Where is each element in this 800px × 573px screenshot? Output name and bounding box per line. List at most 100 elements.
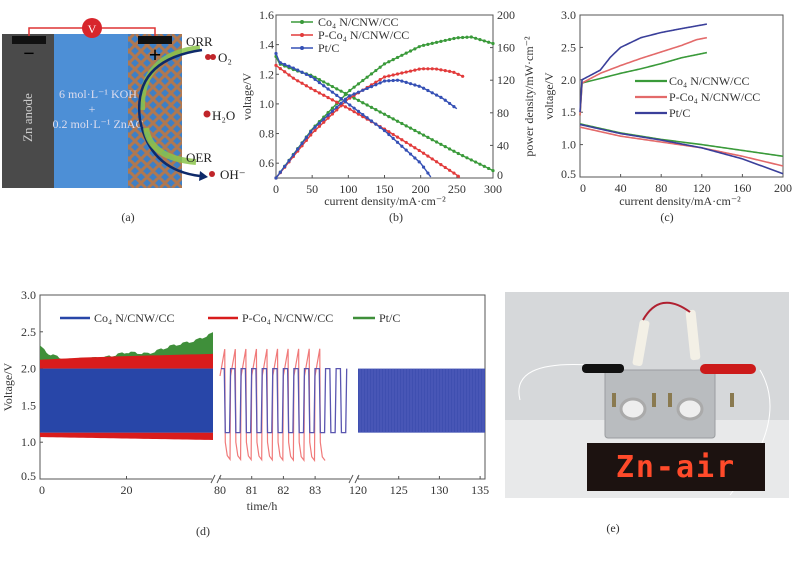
- x-tick-label: 160: [733, 181, 751, 195]
- power-point: [404, 80, 408, 84]
- power-point: [461, 35, 465, 40]
- x-axis-label: current density/mA·cm⁻²: [619, 194, 741, 208]
- voltage-point: [330, 90, 335, 94]
- power-point: [326, 116, 330, 120]
- x-tick-label: 200: [412, 182, 430, 196]
- voltage-point: [391, 132, 395, 137]
- power-point: [326, 113, 330, 117]
- voltage-point: [404, 124, 408, 128]
- power-point: [395, 72, 400, 76]
- x-tick-label: 120: [693, 181, 711, 195]
- voltage-point: [421, 133, 426, 137]
- y-tick-label: 3.0: [561, 8, 576, 22]
- y-tick-label: 2.5: [561, 40, 576, 54]
- y-tick-label: 2.5: [21, 325, 36, 339]
- power-point: [439, 39, 443, 44]
- y2-tick-label: 200: [497, 8, 515, 22]
- discharge-curve-0: [579, 123, 784, 158]
- voltage-point: [369, 119, 374, 123]
- x-tick-label: 135: [471, 483, 489, 497]
- power-point: [474, 36, 478, 40]
- power-point: [400, 71, 404, 75]
- voltage-point: [378, 125, 382, 129]
- power-point: [452, 36, 456, 41]
- power-point: [439, 95, 443, 99]
- y2-tick-label: 160: [497, 41, 515, 55]
- voltage-point: [274, 63, 278, 67]
- power-point: [430, 91, 434, 95]
- voltage-point: [309, 74, 313, 79]
- oh-label: OH⁻: [220, 167, 246, 182]
- series-voltage-2: [274, 51, 432, 178]
- voltage-point: [408, 143, 413, 147]
- power-point: [343, 97, 348, 101]
- voltage-point: [352, 110, 356, 114]
- cathode-terminal: [138, 36, 172, 44]
- y-tick-label: 2.0: [21, 362, 36, 376]
- voltage-point: [339, 89, 343, 93]
- voltage-point: [326, 95, 330, 100]
- power-point: [369, 84, 374, 89]
- voltage-point: [278, 66, 282, 71]
- power-point: [361, 78, 365, 83]
- power-point: [369, 72, 374, 76]
- voltage-point: [296, 79, 300, 83]
- black-clip: [582, 364, 624, 373]
- y2-tick-label: 80: [497, 106, 509, 120]
- zinc-air-cell: [604, 369, 716, 439]
- voltage-point: [300, 70, 304, 74]
- voltage-point: [482, 164, 486, 168]
- voltage-point: [348, 103, 352, 107]
- power-point: [426, 42, 430, 46]
- x-tick-label: 125: [390, 483, 408, 497]
- voltage-point: [387, 114, 391, 119]
- power-point: [469, 35, 473, 39]
- power-point: [487, 40, 491, 44]
- oer-arrow-green: [143, 127, 197, 165]
- x-tick-label: 150: [376, 182, 394, 196]
- x-tick-label: 80: [214, 483, 226, 497]
- power-point: [296, 147, 300, 151]
- battery-diagram: V − + Zn anode 6 mol·L⁻¹ KOH + 0.2 mol·L…: [2, 18, 246, 188]
- minus-sign: −: [23, 43, 34, 65]
- voltage-point: [291, 66, 295, 70]
- power-point: [391, 78, 395, 83]
- h2o-molecule-icon: [203, 110, 211, 118]
- voltage-point: [421, 165, 426, 169]
- power-point: [430, 67, 434, 71]
- voltage-point: [448, 147, 452, 151]
- power-point: [387, 79, 391, 83]
- electrolyte: [54, 34, 128, 188]
- voltage-point: [348, 107, 352, 111]
- x-tick-label: 120: [349, 483, 367, 497]
- power-line: [275, 79, 458, 179]
- legend-marker: [300, 20, 304, 24]
- legend-marker: [300, 46, 304, 50]
- y-axis-label: Voltage/V: [1, 362, 15, 411]
- charge-curve-2: [579, 23, 708, 113]
- panel-label-e: (e): [606, 521, 619, 535]
- power-point: [443, 69, 447, 73]
- legend-label: P-Co₄ N/CNW/CC: [669, 90, 760, 104]
- power-point: [291, 153, 295, 157]
- legend-label: Co₄ N/CNW/CC: [94, 311, 175, 325]
- power-point: [395, 78, 400, 82]
- x-tick-label: 80: [655, 181, 667, 195]
- power-point: [426, 88, 430, 93]
- y-tick-label: 1.0: [21, 435, 36, 449]
- y2-axis-label: power density/mW·cm⁻²: [522, 36, 536, 157]
- legend-label: Pt/C: [318, 41, 339, 55]
- voltage-point: [287, 73, 291, 77]
- power-point: [287, 159, 291, 163]
- power-point: [382, 62, 387, 66]
- voltage-point: [456, 151, 460, 156]
- power-point: [434, 67, 439, 71]
- voltage-point: [465, 156, 469, 160]
- voltage-point: [400, 144, 404, 148]
- x-axis-label: current density/mA·cm⁻²: [324, 194, 446, 208]
- power-point: [278, 170, 282, 174]
- legend-label: Pt/C: [379, 311, 400, 325]
- x-tick-label: 81: [246, 483, 258, 497]
- voltage-point: [391, 117, 395, 121]
- power-point: [274, 176, 278, 180]
